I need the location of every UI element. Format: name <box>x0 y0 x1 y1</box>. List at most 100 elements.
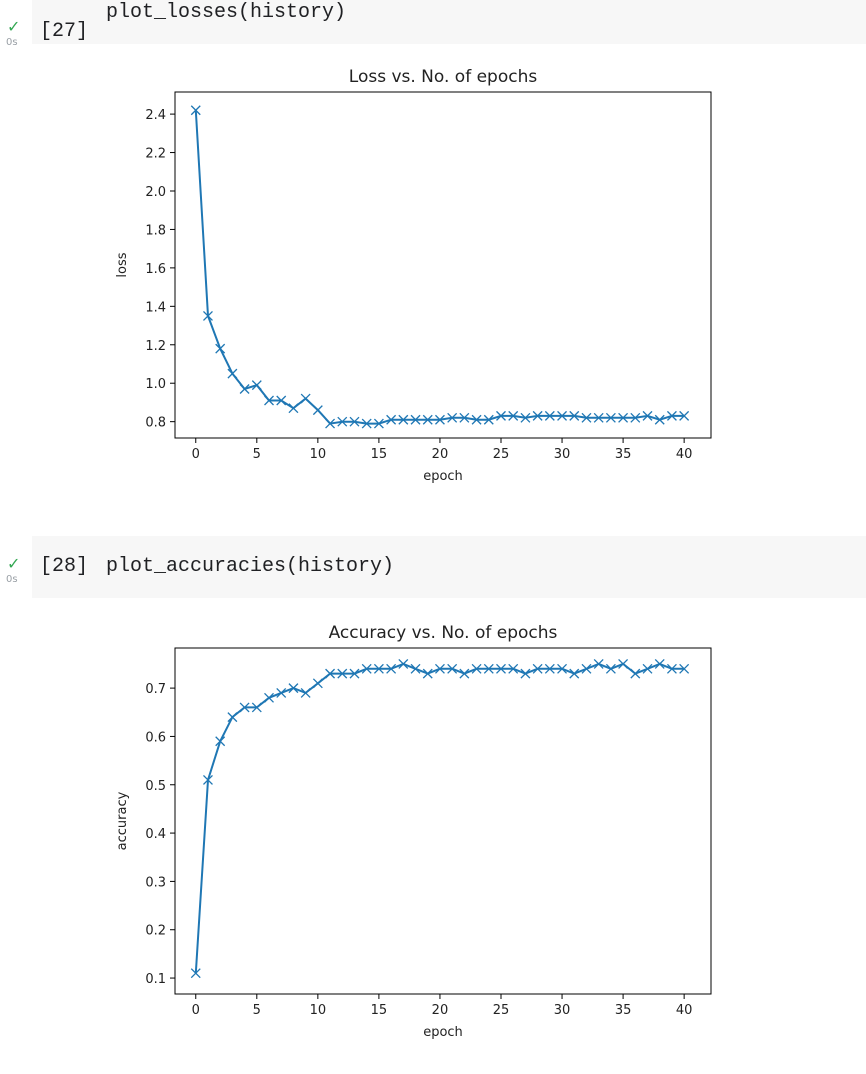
plot-frame <box>174 647 712 995</box>
data-point-stroke <box>251 380 262 391</box>
chart-title: Loss vs. No. of epochs <box>349 67 538 87</box>
data-point <box>471 414 482 425</box>
data-point <box>264 692 274 703</box>
data-point-stroke <box>544 410 555 421</box>
y-tick-label: 0.8 <box>145 416 166 431</box>
x-tick-label: 25 <box>493 1003 510 1018</box>
x-tick-label: 0 <box>192 447 200 462</box>
data-point-stroke <box>581 412 592 423</box>
data-point <box>593 658 604 669</box>
series-line <box>194 110 685 425</box>
data-point <box>532 410 543 421</box>
y-tick-label: 2.4 <box>145 108 166 123</box>
data-point-stroke <box>325 668 336 679</box>
data-point <box>373 663 384 674</box>
data-point-stroke <box>520 668 531 679</box>
data-point <box>544 663 555 674</box>
x-tick-label: 20 <box>432 1003 449 1018</box>
data-point-stroke <box>605 663 616 674</box>
data-point-stroke <box>593 412 604 423</box>
x-tick-label: 15 <box>371 1003 388 1018</box>
data-point <box>300 687 311 698</box>
y-tick-label: 1.2 <box>145 339 166 354</box>
check-icon: ✓ <box>7 554 21 573</box>
x-tick-label: 0 <box>192 1003 200 1018</box>
y-tick-label: 1.0 <box>145 377 166 392</box>
data-point <box>483 663 494 674</box>
data-point-stroke <box>654 658 665 669</box>
data-point-stroke <box>288 683 299 694</box>
data-point-stroke <box>227 712 238 723</box>
data-point <box>264 395 274 406</box>
data-point <box>581 412 592 423</box>
data-point <box>496 410 506 421</box>
series-line <box>194 662 685 974</box>
data-point-stroke <box>520 412 531 423</box>
check-icon: ✓ <box>7 17 21 36</box>
data-point-stroke <box>312 405 323 416</box>
data-point-stroke <box>264 692 274 703</box>
data-point-stroke <box>215 343 226 354</box>
x-tick-label: 35 <box>615 1003 632 1018</box>
data-point <box>520 412 531 423</box>
data-point <box>508 410 519 421</box>
data-point-stroke <box>410 663 421 674</box>
data-point <box>227 712 238 723</box>
data-point-stroke <box>434 663 445 674</box>
data-point <box>337 668 348 679</box>
data-point <box>654 414 665 425</box>
y-tick-label: 0.4 <box>145 827 166 842</box>
data-point <box>227 368 238 379</box>
code-cell-2[interactable] <box>32 536 866 598</box>
data-point <box>203 774 213 785</box>
data-point-stroke <box>508 410 519 421</box>
data-point <box>642 410 653 421</box>
y-tick-label: 0.2 <box>145 924 166 939</box>
x-tick-label: 25 <box>493 447 510 462</box>
data-point <box>557 410 568 421</box>
data-point-stroke <box>276 395 287 406</box>
data-point <box>325 668 336 679</box>
code-line[interactable]: plot_losses(history) <box>106 1 347 24</box>
data-point <box>618 658 629 669</box>
data-point-stroke <box>239 384 250 394</box>
data-point-stroke <box>386 663 397 674</box>
data-point-stroke <box>276 687 287 698</box>
x-axis-label: epoch <box>423 469 463 484</box>
data-point <box>349 668 360 679</box>
data-point <box>203 310 213 321</box>
data-point <box>190 105 201 116</box>
data-point <box>630 668 641 679</box>
data-point <box>581 663 592 674</box>
run-duration: 0s <box>6 37 18 48</box>
x-tick-label: 30 <box>554 1003 571 1018</box>
data-point <box>361 418 372 429</box>
data-point <box>593 412 604 423</box>
execution-count: [28] <box>40 555 89 578</box>
data-point <box>373 418 384 429</box>
data-point <box>605 412 616 423</box>
data-point-stroke <box>679 410 690 421</box>
x-tick-label: 20 <box>432 447 449 462</box>
data-point <box>288 683 299 694</box>
data-point-stroke <box>532 410 543 421</box>
code-line[interactable]: plot_accuracies(history) <box>106 555 395 578</box>
data-point-stroke <box>666 663 677 674</box>
data-point-stroke <box>471 414 482 425</box>
data-point-stroke <box>190 968 201 979</box>
data-point-stroke <box>361 663 372 674</box>
data-point <box>410 414 421 425</box>
code-cell-1[interactable] <box>32 0 866 44</box>
data-point <box>569 668 580 679</box>
data-point-stroke <box>471 663 482 674</box>
data-point-stroke <box>593 658 604 669</box>
data-point <box>569 410 580 421</box>
data-point-stroke <box>581 663 592 674</box>
data-point-stroke <box>483 414 494 425</box>
data-point <box>447 663 458 674</box>
data-point <box>459 412 470 423</box>
data-point <box>434 414 445 425</box>
data-point-stroke <box>312 678 323 689</box>
data-point-stroke <box>447 663 458 674</box>
data-point <box>239 384 250 394</box>
